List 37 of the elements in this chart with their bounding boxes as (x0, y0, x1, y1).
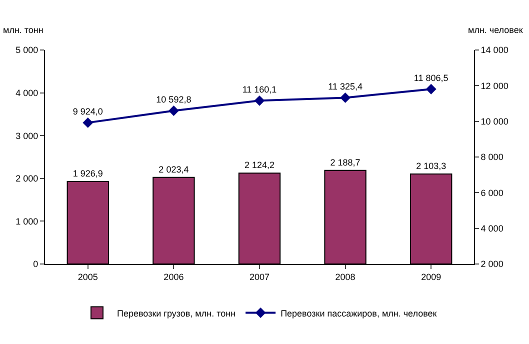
y2-tick-label: 8 000 (480, 152, 504, 162)
point (340, 92, 350, 103)
y-tick-label: 3 000 (16, 130, 38, 141)
data-label: 11 806,5 (414, 72, 448, 83)
y-tick-label: 0 (33, 259, 38, 270)
y-tick-label: 5 000 (16, 45, 38, 56)
y2-tick-label: 12 000 (480, 80, 508, 91)
data-label: 2 103,3 (416, 160, 446, 171)
point (426, 84, 436, 94)
y2-tick-label: 14 000 (480, 45, 508, 56)
y2-tick-label: 4 000 (480, 223, 504, 234)
x-tick-label: 2005 (78, 272, 98, 282)
y2-axis-title: млн. человек (468, 25, 523, 35)
x-tick-label: 2008 (335, 272, 356, 282)
x-tick-label: 2007 (249, 272, 270, 282)
x-tick-label: 2006 (164, 272, 184, 282)
point (254, 95, 265, 106)
y2-tick-label: 6 000 (480, 188, 504, 198)
y2-tick-label: 10 000 (480, 116, 508, 126)
x-tick-label: 2009 (421, 272, 442, 282)
legend-label: Перевозки грузов, млн. тонн (117, 308, 236, 318)
y-axis-title: млн. тонн (3, 25, 44, 35)
data-label: 11 325,4 (328, 81, 362, 92)
y-tick-label: 4 000 (16, 88, 38, 98)
legend-label: Перевозки пассажиров, млн. человек (280, 308, 437, 318)
point (82, 117, 94, 128)
y-tick-label: 1 000 (16, 216, 38, 226)
y2-tick-label: 2 000 (480, 259, 504, 270)
data-label: 2 188,7 (330, 157, 360, 168)
data-label: 2 124,2 (244, 160, 275, 170)
data-label: 10 592,8 (156, 94, 192, 105)
y-tick-label: 2 000 (16, 174, 38, 184)
point (168, 106, 179, 116)
data-label: 1 926,9 (72, 168, 103, 179)
data-label: 2 023,4 (158, 164, 189, 174)
data-label: 9 924,0 (72, 106, 103, 116)
data-label: 11 160,1 (242, 84, 277, 94)
